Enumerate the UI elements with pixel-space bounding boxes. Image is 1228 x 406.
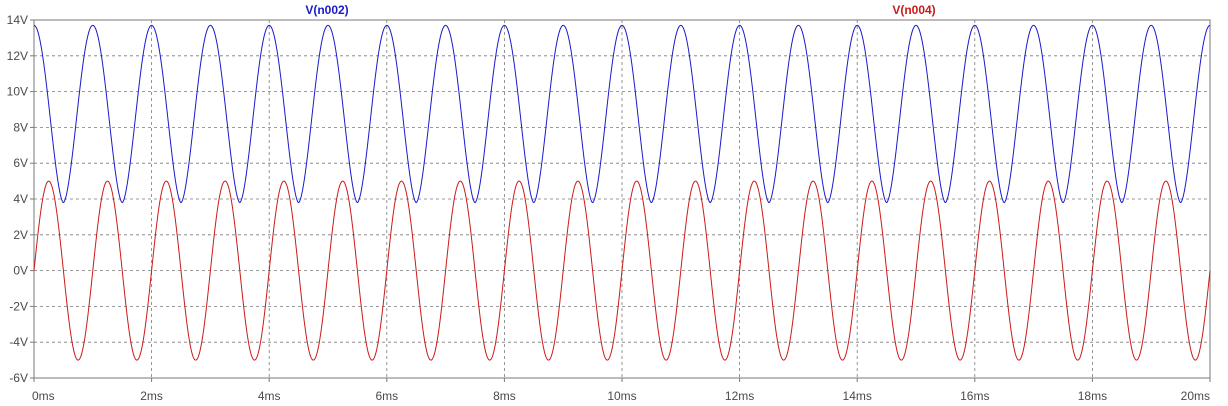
- x-tick-label: 20ms: [1181, 389, 1210, 403]
- y-tick-label: 10V: [7, 85, 28, 99]
- series-line-1: [33, 24, 1211, 204]
- y-tick-label: -2V: [9, 299, 28, 313]
- y-tick-label: 6V: [13, 156, 28, 170]
- grid: [34, 20, 1210, 378]
- x-tick-label: 18ms: [1078, 389, 1107, 403]
- y-tick-label: -4V: [9, 335, 28, 349]
- legend-entry-1: V(n002): [305, 3, 348, 17]
- y-tick-label: 14V: [7, 13, 28, 27]
- y-tick-label: 4V: [13, 192, 28, 206]
- y-tick-label: 8V: [13, 120, 28, 134]
- y-axis-ticks: -6V -4V -2V 0V 2V 4V 6V 8V 10V 12V 14V: [7, 13, 34, 385]
- series-line-2: [33, 180, 1211, 361]
- x-tick-label: 6ms: [375, 389, 398, 403]
- x-tick-label: 16ms: [960, 389, 989, 403]
- y-tick-label: 2V: [13, 228, 28, 242]
- series-layer: [33, 24, 1211, 361]
- y-tick-label: 12V: [7, 49, 28, 63]
- x-tick-label: 2ms: [140, 389, 163, 403]
- x-tick-label: 10ms: [607, 389, 636, 403]
- y-tick-label: -6V: [9, 371, 28, 385]
- x-tick-label: 12ms: [725, 389, 754, 403]
- legend: V(n002) V(n004): [305, 3, 935, 17]
- x-tick-label: 8ms: [493, 389, 516, 403]
- legend-entry-2: V(n004): [892, 3, 935, 17]
- x-tick-label: 0ms: [32, 389, 55, 403]
- x-tick-label: 4ms: [258, 389, 281, 403]
- x-axis-ticks: 0ms 2ms 4ms 6ms 8ms 10ms 12ms 14ms 16ms 18ms 20ms: [32, 378, 1211, 403]
- x-tick-label: 14ms: [843, 389, 872, 403]
- y-tick-label: 0V: [13, 264, 28, 278]
